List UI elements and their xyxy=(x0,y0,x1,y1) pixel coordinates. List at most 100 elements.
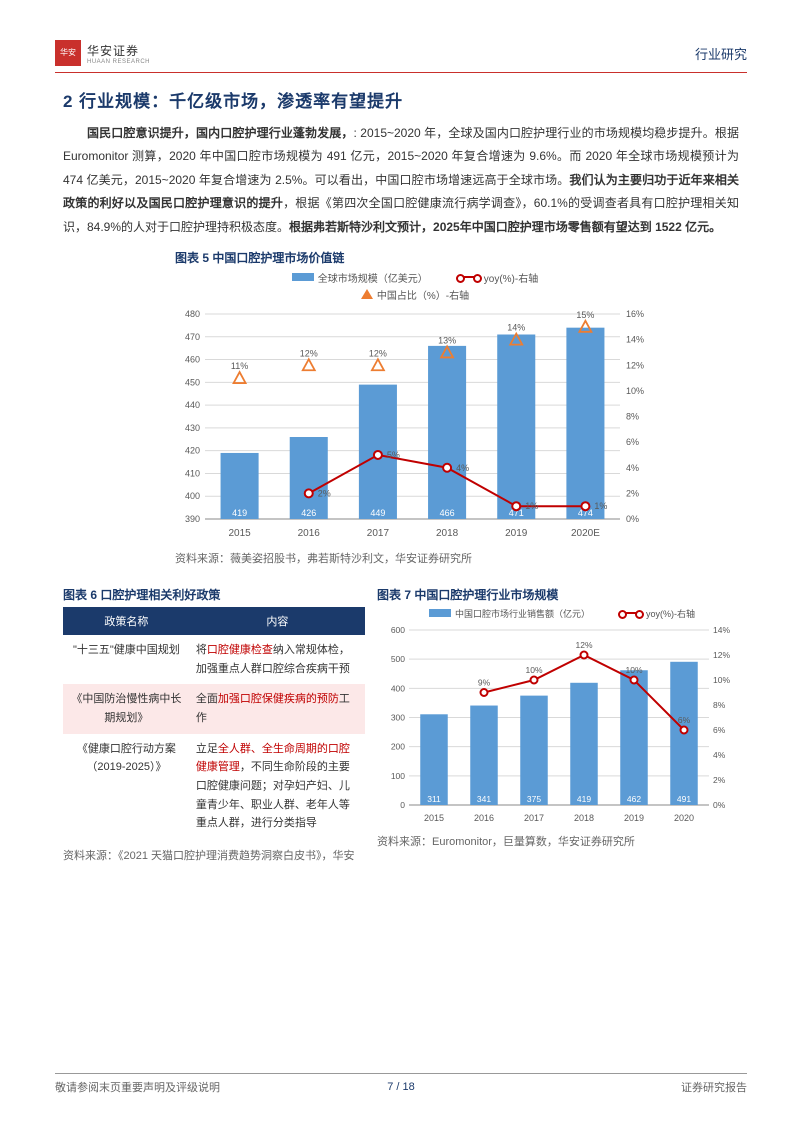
policy-content-cell: 全面加强口腔保健疾病的预防工作 xyxy=(190,684,365,733)
policy-name-cell: 《中国防治慢性病中长期规划》 xyxy=(63,684,190,733)
svg-text:15%: 15% xyxy=(576,310,594,320)
page-footer: 敬请参阅末页重要声明及评级说明 7 / 18 证券研究报告 xyxy=(55,1073,747,1095)
svg-text:2016: 2016 xyxy=(298,528,321,539)
svg-text:0%: 0% xyxy=(713,800,726,810)
svg-text:426: 426 xyxy=(301,508,316,518)
svg-text:1%: 1% xyxy=(594,501,607,511)
svg-text:12%: 12% xyxy=(713,650,730,660)
fig6-source: 资料来源：《2021 天猫口腔护理消费趋势洞察白皮书》，华安 xyxy=(63,847,365,863)
svg-text:2019: 2019 xyxy=(624,813,644,823)
svg-text:400: 400 xyxy=(185,491,200,501)
svg-text:375: 375 xyxy=(527,794,541,804)
header-category: 行业研究 xyxy=(695,44,747,63)
svg-text:2%: 2% xyxy=(713,775,726,785)
fig5-chart: 全球市场规模（亿美元） yoy(%)-右轴 中国占比（%）-右轴 390 400 4… xyxy=(165,270,665,544)
fig5-legend-bar: 全球市场规模（亿美元） xyxy=(318,270,428,285)
svg-text:0%: 0% xyxy=(626,514,639,524)
fig7-chart: 中国口腔市场行业销售额（亿元） yoy(%)-右轴 01002003004005… xyxy=(377,607,747,827)
svg-text:491: 491 xyxy=(677,794,691,804)
svg-text:2016: 2016 xyxy=(474,813,494,823)
svg-text:419: 419 xyxy=(577,794,591,804)
svg-text:2018: 2018 xyxy=(436,528,459,539)
svg-text:341: 341 xyxy=(477,794,491,804)
logo: 华安 华安证券 HUAAN RESEARCH xyxy=(55,40,150,66)
svg-text:200: 200 xyxy=(391,742,405,752)
svg-text:460: 460 xyxy=(185,355,200,365)
fig7-legend-bar: 中国口腔市场行业销售额（亿元） xyxy=(455,607,590,620)
svg-text:4%: 4% xyxy=(713,750,726,760)
svg-text:10%: 10% xyxy=(525,665,542,675)
policy-name-cell: "十三五"健康中国规划 xyxy=(63,635,190,684)
svg-text:2%: 2% xyxy=(626,488,639,498)
footer-page-num: 7 / 18 xyxy=(387,1081,415,1093)
svg-text:8%: 8% xyxy=(713,700,726,710)
svg-text:4%: 4% xyxy=(456,463,469,473)
fig6-title: 图表 6 口腔护理相关利好政策 xyxy=(63,586,365,603)
svg-text:410: 410 xyxy=(185,468,200,478)
fig7-title: 图表 7 中国口腔护理行业市场规模 xyxy=(377,586,747,603)
svg-text:6%: 6% xyxy=(678,715,691,725)
svg-text:449: 449 xyxy=(370,508,385,518)
svg-text:2020E: 2020E xyxy=(571,528,600,539)
policy-content-cell: 将口腔健康检查纳入常规体检，加强重点人群口腔综合疾病干预 xyxy=(190,635,365,684)
svg-text:400: 400 xyxy=(391,683,405,693)
svg-text:440: 440 xyxy=(185,400,200,410)
svg-text:2015: 2015 xyxy=(424,813,444,823)
policy-content-cell: 立足全人群、全生命周期的口腔健康管理，不同生命阶段的主要口腔健康问题；对孕妇产妇… xyxy=(190,734,365,839)
svg-text:8%: 8% xyxy=(626,411,639,421)
logo-icon: 华安 xyxy=(55,40,81,66)
svg-text:419: 419 xyxy=(232,508,247,518)
svg-text:100: 100 xyxy=(391,771,405,781)
svg-text:462: 462 xyxy=(627,794,641,804)
policy-name-cell: 《健康口腔行动方案（2019-2025）》 xyxy=(63,734,190,839)
svg-text:10%: 10% xyxy=(626,386,644,396)
svg-text:466: 466 xyxy=(440,508,455,518)
body-paragraph: 国民口腔意识提升，国内口腔护理行业蓬勃发展，: 2015~2020 年，全球及国… xyxy=(63,122,739,239)
svg-text:2019: 2019 xyxy=(505,528,528,539)
svg-text:12%: 12% xyxy=(300,348,318,358)
svg-text:390: 390 xyxy=(185,514,200,524)
svg-text:2020: 2020 xyxy=(674,813,694,823)
svg-text:470: 470 xyxy=(185,332,200,342)
fig5-title: 图表 5 中国口腔护理市场价值链 xyxy=(175,249,747,266)
svg-text:13%: 13% xyxy=(438,335,456,345)
svg-text:1%: 1% xyxy=(525,501,538,511)
svg-text:5%: 5% xyxy=(387,450,400,460)
svg-text:480: 480 xyxy=(185,309,200,319)
svg-text:12%: 12% xyxy=(369,348,387,358)
svg-text:2017: 2017 xyxy=(367,528,390,539)
fig5-legend-tri: 中国占比（%）-右轴 xyxy=(377,287,469,302)
policy-th-name: 政策名称 xyxy=(63,607,190,635)
svg-text:450: 450 xyxy=(185,377,200,387)
logo-en: HUAAN RESEARCH xyxy=(87,59,150,65)
svg-text:12%: 12% xyxy=(575,640,592,650)
policy-th-content: 内容 xyxy=(190,607,365,635)
logo-cn: 华安证券 xyxy=(87,42,150,59)
svg-text:6%: 6% xyxy=(713,725,726,735)
svg-text:14%: 14% xyxy=(626,335,644,345)
svg-text:14%: 14% xyxy=(507,323,525,333)
svg-text:2018: 2018 xyxy=(574,813,594,823)
svg-text:10%: 10% xyxy=(713,675,730,685)
fig5-source: 资料来源：薇美姿招股书，弗若斯特沙利文，华安证券研究所 xyxy=(175,550,739,566)
footer-left: 敬请参阅末页重要声明及评级说明 xyxy=(55,1079,220,1095)
svg-text:14%: 14% xyxy=(713,625,730,635)
svg-text:420: 420 xyxy=(185,446,200,456)
fig7-legend-line: yoy(%)-右轴 xyxy=(646,607,695,620)
footer-right: 证券研究报告 xyxy=(681,1079,747,1095)
policy-table: 政策名称 内容 "十三五"健康中国规划将口腔健康检查纳入常规体检，加强重点人群口… xyxy=(63,607,365,839)
svg-text:430: 430 xyxy=(185,423,200,433)
svg-text:9%: 9% xyxy=(478,677,491,687)
svg-text:2017: 2017 xyxy=(524,813,544,823)
fig7-source: 资料来源：Euromonitor，巨量算数，华安证券研究所 xyxy=(377,833,747,849)
svg-text:6%: 6% xyxy=(626,437,639,447)
svg-text:600: 600 xyxy=(391,625,405,635)
svg-text:311: 311 xyxy=(427,794,441,804)
svg-text:2015: 2015 xyxy=(228,528,251,539)
fig5-legend-line: yoy(%)-右轴 xyxy=(484,270,538,285)
svg-text:500: 500 xyxy=(391,654,405,664)
svg-text:2%: 2% xyxy=(318,488,331,498)
section-title: 2 行业规模：千亿级市场，渗透率有望提升 xyxy=(63,87,747,112)
svg-text:16%: 16% xyxy=(626,309,644,319)
svg-text:0: 0 xyxy=(400,800,405,810)
